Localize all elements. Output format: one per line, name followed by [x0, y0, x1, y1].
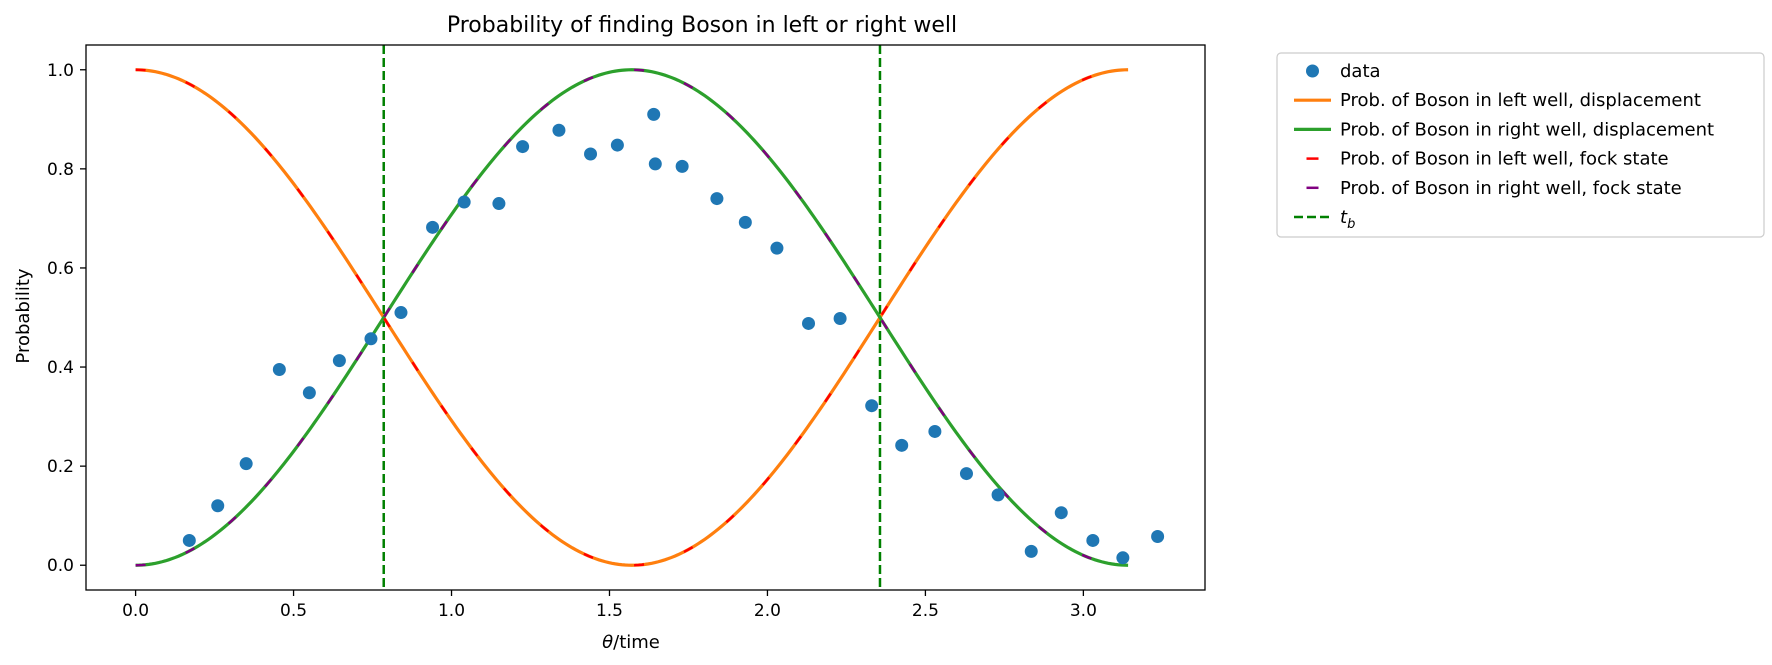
x-axis-label: θ/time: [602, 632, 660, 653]
data-point-17: [675, 159, 689, 173]
data-point-10: [492, 197, 506, 211]
y-tick-label-5: 1.0: [47, 61, 74, 81]
data-point-0: [182, 533, 196, 547]
data-point-8: [426, 220, 440, 234]
data-point-4: [302, 386, 316, 400]
x-tick-label-5: 2.5: [912, 601, 939, 621]
data-point-12: [552, 123, 566, 137]
legend-label-series-3: Prob. of Boson in right well, fock state: [1340, 178, 1682, 199]
data-point-20: [770, 241, 784, 255]
legend-label-tb-sub: b: [1347, 217, 1355, 232]
x-axis-label-variable: θ: [602, 632, 613, 653]
legend-label-series-0: Prob. of Boson in left well, displacemen…: [1340, 90, 1701, 111]
legend-label-series-2: Prob. of Boson in left well, fock state: [1340, 149, 1669, 170]
data-point-25: [928, 424, 942, 438]
data-point-29: [1054, 506, 1068, 520]
plot-background: [86, 45, 1205, 590]
data-point-11: [516, 140, 530, 154]
data-point-26: [959, 467, 973, 481]
data-point-16: [648, 157, 662, 171]
legend-box: [1276, 52, 1765, 238]
data-point-22: [833, 311, 847, 325]
y-tick-label-0: 0.0: [47, 556, 74, 576]
data-point-15: [647, 107, 661, 121]
y-tick-label-1: 0.2: [47, 457, 74, 477]
x-tick-label-3: 1.5: [596, 601, 623, 621]
x-axis: 0.0 0.5 1.0 1.5 2.0 2.5 3.0: [122, 590, 1097, 621]
data-point-24: [895, 438, 909, 452]
legend: data Prob. of Boson in left well, displac…: [1276, 52, 1765, 238]
data-point-32: [1151, 529, 1165, 543]
chart-title: Probability of finding Boson in left or …: [447, 13, 957, 38]
data-point-2: [239, 457, 253, 471]
y-tick-label-2: 0.4: [47, 358, 74, 378]
plot-area: [85, 44, 1206, 591]
data-point-5: [332, 354, 346, 368]
data-point-7: [394, 306, 408, 320]
series-line-3: [135, 68, 1129, 567]
data-point-21: [802, 316, 816, 330]
series-line-2: [135, 68, 1129, 567]
plot-frame: [85, 44, 1206, 591]
data-point-6: [364, 332, 378, 346]
y-axis-label: Probability: [13, 268, 34, 363]
x-tick-label-4: 2.0: [754, 601, 781, 621]
legend-label-tb-main: t: [1340, 207, 1348, 228]
data-point-31: [1116, 551, 1130, 565]
y-tick-label-4: 0.8: [47, 160, 74, 180]
data-point-23: [865, 399, 879, 413]
legend-label-tb: tb: [1340, 207, 1355, 232]
x-tick-label-0: 0.0: [122, 601, 149, 621]
data-point-18: [710, 192, 724, 206]
data-point-3: [272, 363, 286, 377]
x-tick-label-2: 1.0: [438, 601, 465, 621]
y-axis: 0.0 0.2 0.4 0.6 0.8 1.0: [47, 61, 86, 576]
data-point-1: [211, 499, 225, 513]
legend-marker-data: [1306, 64, 1319, 78]
data-point-27: [991, 488, 1005, 502]
x-tick-label-1: 0.5: [280, 601, 307, 621]
data-point-28: [1024, 544, 1038, 558]
x-axis-label-unit: /time: [613, 632, 660, 653]
x-tick-label-6: 3.0: [1070, 601, 1097, 621]
data-point-14: [610, 138, 624, 152]
legend-label-data: data: [1340, 61, 1381, 82]
data-point-13: [584, 147, 598, 161]
data-point-19: [738, 215, 752, 229]
legend-label-series-1: Prob. of Boson in right well, displaceme…: [1340, 119, 1714, 140]
y-tick-label-3: 0.6: [47, 259, 74, 279]
data-point-30: [1086, 533, 1100, 547]
data-point-9: [457, 195, 471, 209]
